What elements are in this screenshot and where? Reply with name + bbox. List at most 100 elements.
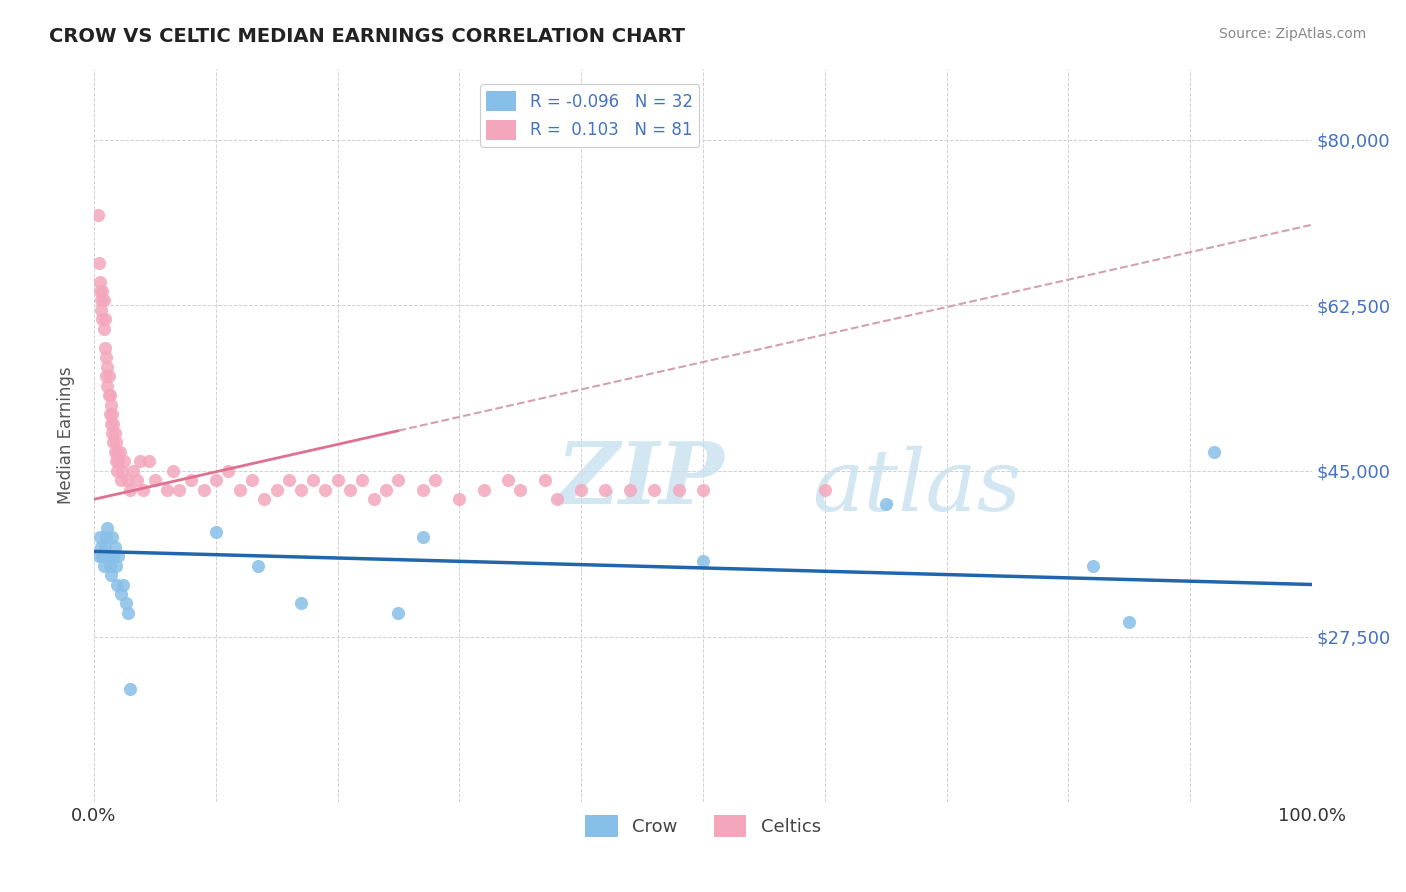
Point (104, 425, 127, 440)
Point (91, 549, 114, 563)
Point (339, 483, 361, 497)
Point (90, 540, 112, 554)
Point (120, 681, 142, 696)
Point (94, 312, 117, 326)
Text: Source: ZipAtlas.com: Source: ZipAtlas.com (1219, 27, 1367, 41)
Point (114, 597, 136, 611)
Point (110, 587, 132, 601)
Point (472, 483, 495, 497)
Point (619, 483, 641, 497)
Point (247, 558, 270, 573)
Point (1118, 615, 1140, 630)
Point (104, 540, 127, 554)
Point (107, 549, 129, 563)
Point (290, 483, 312, 497)
Point (204, 474, 226, 488)
Point (120, 483, 142, 497)
Point (112, 577, 135, 591)
Point (101, 530, 124, 544)
Point (496, 474, 519, 488)
Point (100, 398, 122, 412)
Point (156, 483, 179, 497)
Point (87, 255, 110, 269)
Point (101, 407, 124, 421)
Point (93, 322, 115, 336)
Point (94, 540, 117, 554)
Point (112, 454, 135, 468)
Point (117, 606, 139, 620)
Point (100, 568, 122, 582)
Point (97, 388, 120, 402)
Point (98, 388, 121, 402)
Point (104, 454, 127, 468)
Point (104, 445, 127, 459)
Point (98, 558, 121, 573)
Point (692, 554, 714, 568)
Point (122, 464, 145, 478)
Point (96, 378, 118, 392)
Point (107, 454, 129, 468)
Point (546, 492, 568, 507)
Point (91, 284, 114, 298)
Point (253, 492, 276, 507)
Point (643, 483, 665, 497)
Point (326, 474, 349, 488)
Point (105, 464, 128, 478)
Point (129, 454, 152, 468)
Point (814, 483, 837, 497)
Point (875, 497, 897, 511)
Point (105, 445, 128, 459)
Point (105, 577, 128, 591)
Point (350, 474, 373, 488)
Point (692, 483, 714, 497)
Point (91, 312, 114, 326)
Point (87, 549, 110, 563)
Point (104, 435, 127, 450)
Point (229, 483, 252, 497)
Point (412, 530, 434, 544)
Point (103, 549, 125, 563)
Point (387, 606, 409, 620)
Point (412, 483, 434, 497)
Point (94, 351, 117, 365)
Point (423, 474, 446, 488)
Point (290, 597, 312, 611)
Point (240, 474, 263, 488)
Point (509, 483, 531, 497)
Point (125, 474, 148, 488)
Point (204, 525, 226, 540)
Point (387, 474, 409, 488)
Point (94, 341, 117, 355)
Point (96, 359, 118, 374)
Point (363, 492, 385, 507)
Point (138, 454, 160, 468)
Point (90, 293, 112, 308)
Point (668, 483, 690, 497)
Point (93, 293, 115, 308)
Point (97, 549, 120, 563)
Point (277, 474, 299, 488)
Point (97, 369, 120, 384)
Point (115, 474, 138, 488)
Text: CROW VS CELTIC MEDIAN EARNINGS CORRELATION CHART: CROW VS CELTIC MEDIAN EARNINGS CORRELATI… (49, 27, 685, 45)
Y-axis label: Median Earnings: Median Earnings (58, 367, 75, 504)
Point (89, 284, 111, 298)
Point (100, 417, 122, 431)
Point (266, 483, 288, 497)
Point (569, 483, 592, 497)
Point (180, 474, 202, 488)
Point (533, 474, 555, 488)
Point (217, 464, 239, 478)
Point (94, 530, 117, 544)
Point (101, 425, 124, 440)
Point (131, 483, 153, 497)
Point (96, 521, 118, 535)
Legend: Crow, Celtics: Crow, Celtics (578, 808, 828, 845)
Point (89, 275, 111, 289)
Point (193, 483, 215, 497)
Text: atlas: atlas (813, 445, 1022, 528)
Point (1081, 558, 1104, 573)
Point (94, 369, 117, 384)
Point (143, 474, 166, 488)
Point (103, 417, 125, 431)
